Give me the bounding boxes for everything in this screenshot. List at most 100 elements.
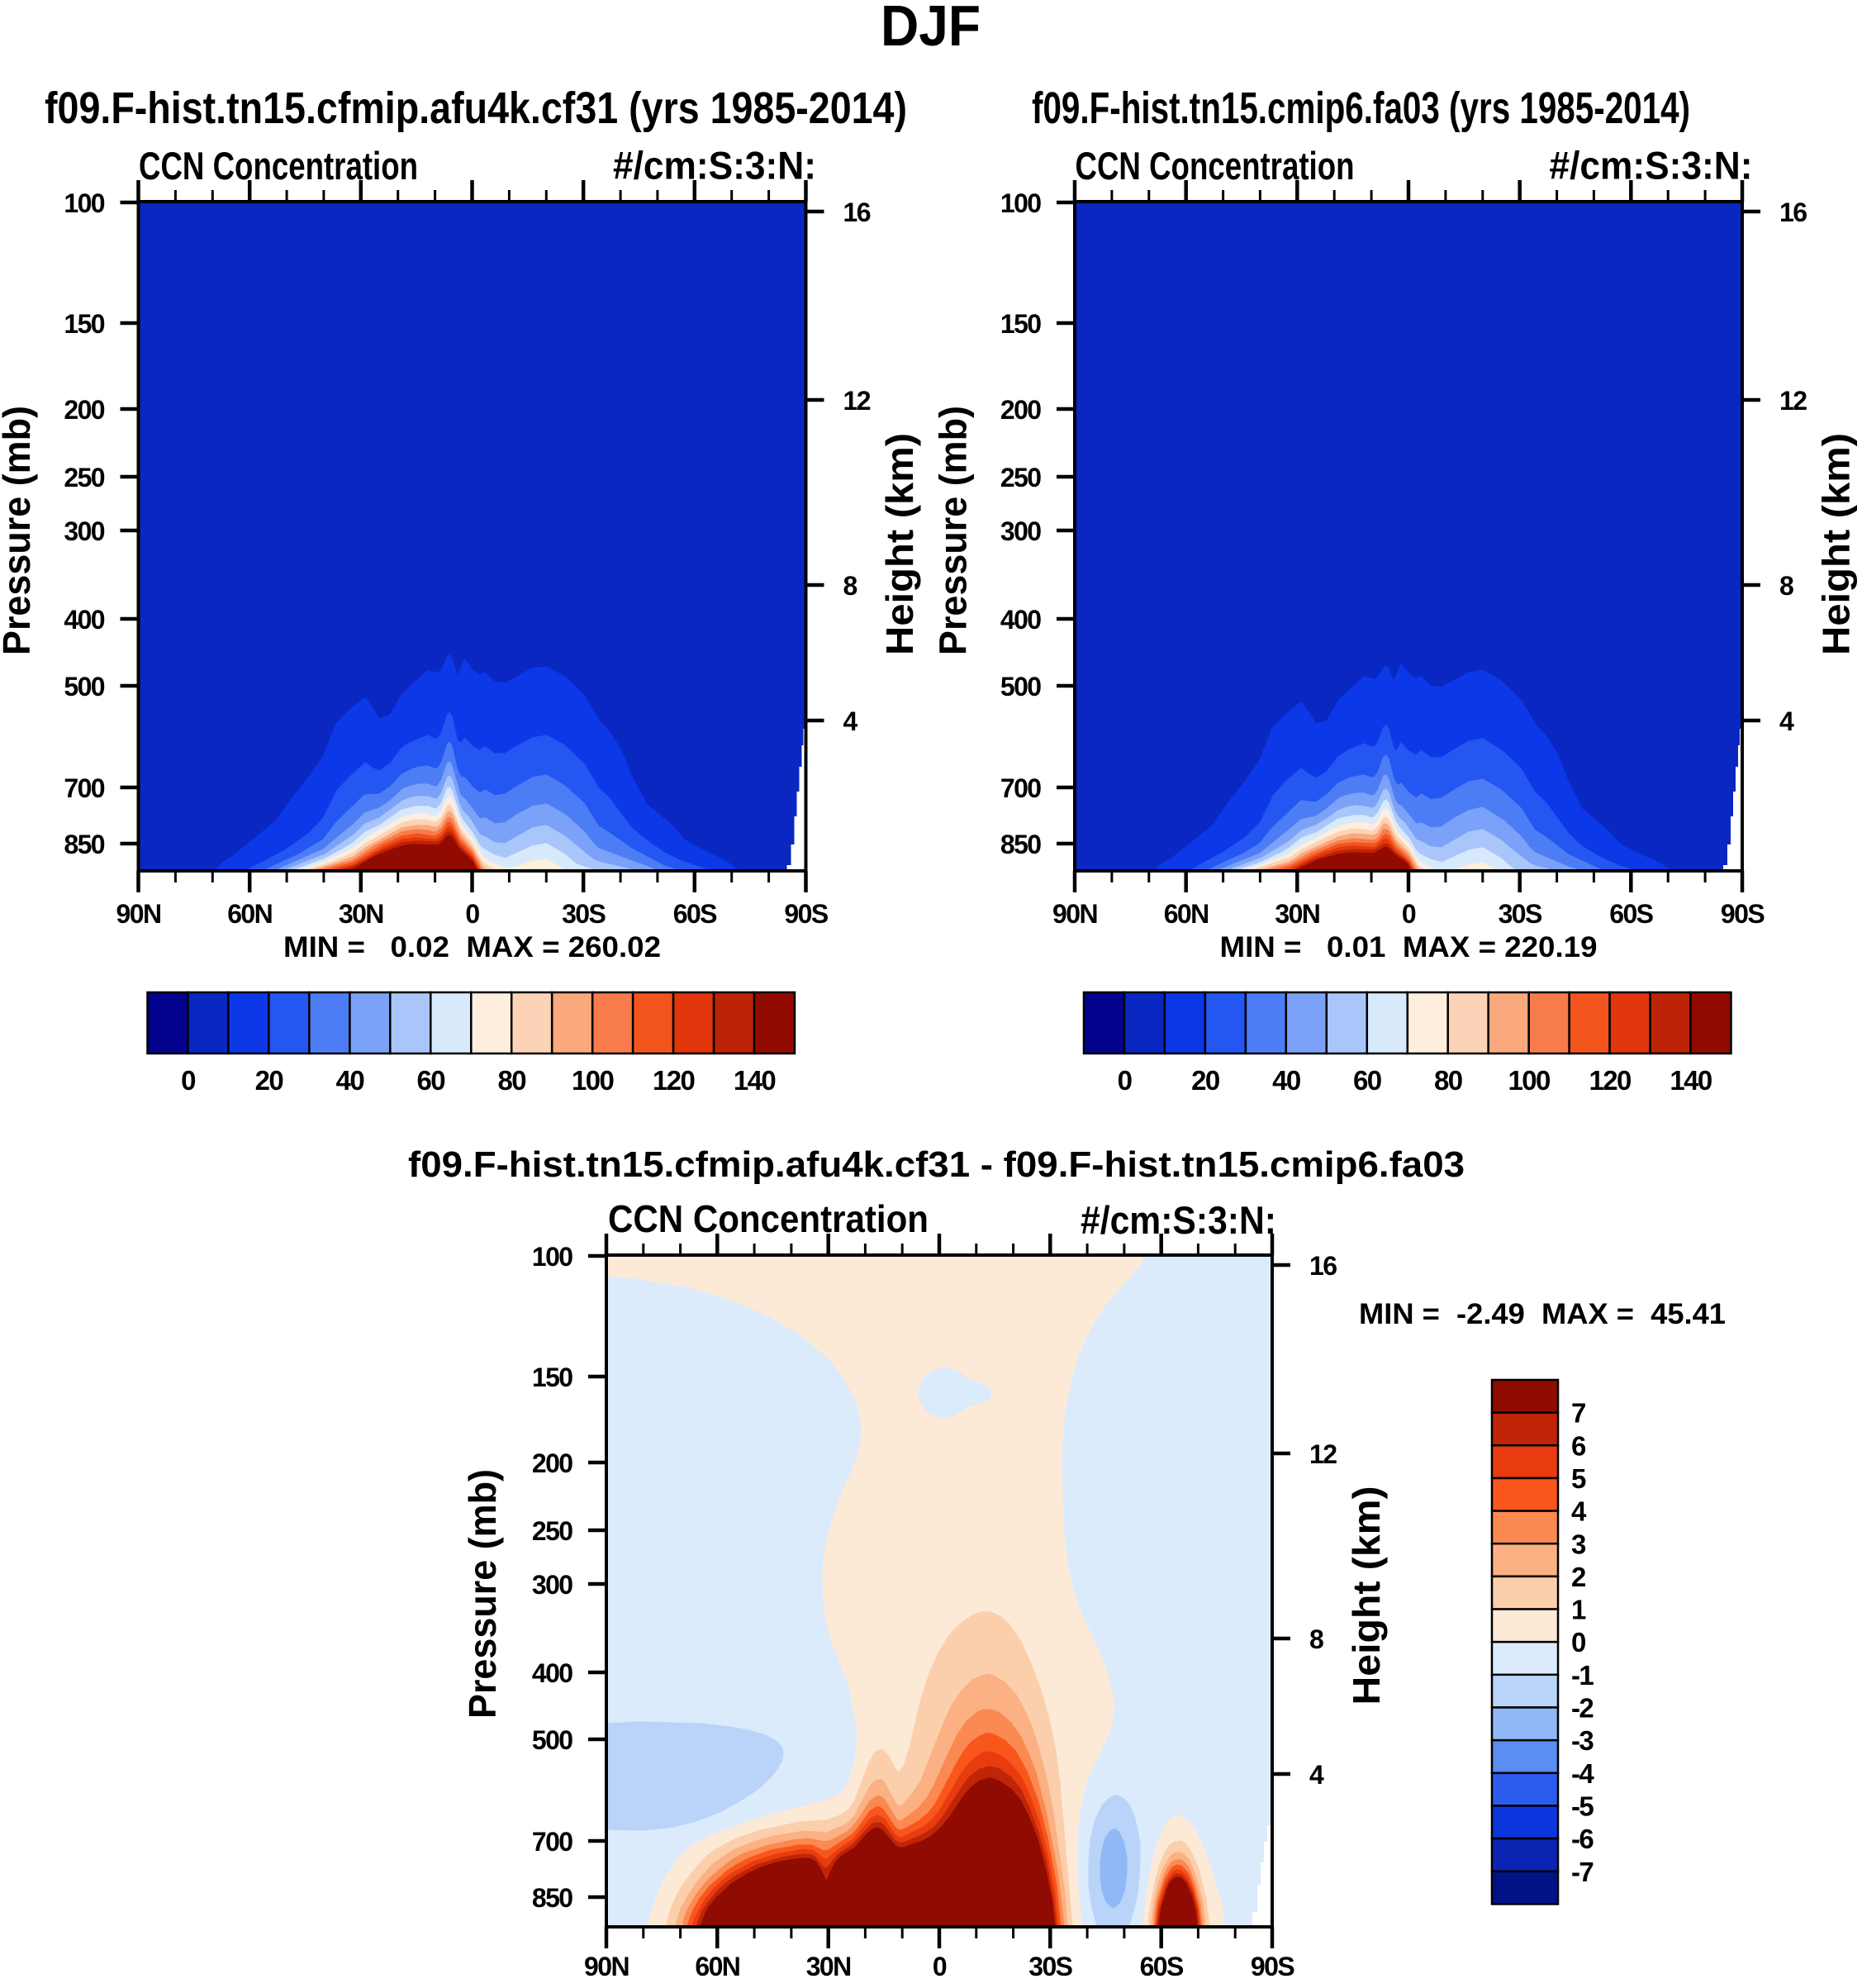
svg-text:CCN Concentration: CCN Concentration: [139, 144, 418, 188]
svg-text:60S: 60S: [1140, 1952, 1184, 1981]
svg-text:120: 120: [653, 1065, 695, 1096]
svg-text:850: 850: [532, 1883, 572, 1913]
svg-text:f09.F-hist.tn15.cmip6.fa03 (yr: f09.F-hist.tn15.cmip6.fa03 (yrs 1985-201…: [1032, 83, 1690, 133]
svg-text:200: 200: [64, 395, 104, 425]
svg-text:#/cm:S:3:N:: #/cm:S:3:N:: [1081, 1198, 1276, 1242]
svg-text:Pressure (mb): Pressure (mb): [932, 406, 975, 655]
svg-text:250: 250: [64, 463, 104, 492]
svg-text:4: 4: [1779, 706, 1794, 736]
svg-text:60: 60: [1353, 1065, 1381, 1096]
svg-text:8: 8: [1779, 571, 1793, 601]
svg-text:120: 120: [1589, 1065, 1631, 1096]
svg-text:90S: 90S: [784, 899, 828, 929]
svg-text:MIN = 0.01 MAX = 220.19: MIN = 0.01 MAX = 220.19: [1220, 931, 1598, 963]
svg-text:60: 60: [417, 1065, 445, 1096]
svg-text:700: 700: [1000, 773, 1041, 803]
svg-text:20: 20: [255, 1065, 283, 1096]
svg-text:0: 0: [933, 1952, 947, 1981]
svg-text:-1: -1: [1571, 1660, 1594, 1691]
svg-text:400: 400: [532, 1658, 572, 1688]
svg-text:-3: -3: [1571, 1725, 1594, 1756]
svg-text:Pressure (mb): Pressure (mb): [461, 1469, 504, 1719]
svg-text:300: 300: [64, 516, 104, 546]
svg-text:60S: 60S: [673, 899, 717, 929]
svg-text:20: 20: [1191, 1065, 1219, 1096]
svg-text:3: 3: [1571, 1529, 1586, 1559]
svg-text:100: 100: [1000, 188, 1041, 218]
svg-text:2: 2: [1571, 1562, 1586, 1592]
svg-text:140: 140: [1670, 1065, 1712, 1096]
svg-text:6: 6: [1571, 1430, 1586, 1461]
svg-text:90N: 90N: [584, 1952, 629, 1981]
svg-text:f09.F-hist.tn15.cfmip.afu4k.cf: f09.F-hist.tn15.cfmip.afu4k.cf31 (yrs 19…: [45, 83, 907, 133]
svg-text:850: 850: [64, 830, 104, 859]
svg-text:#/cm:S:3:N:: #/cm:S:3:N:: [1550, 144, 1753, 188]
svg-text:700: 700: [532, 1827, 572, 1857]
svg-text:f09.F-hist.tn15.cfmip.afu4k.cf: f09.F-hist.tn15.cfmip.afu4k.cf31 - f09.F…: [408, 1144, 1465, 1185]
svg-text:DJF: DJF: [881, 0, 981, 58]
svg-text:30N: 30N: [1275, 899, 1319, 929]
svg-text:250: 250: [532, 1516, 572, 1546]
svg-text:0: 0: [181, 1065, 195, 1096]
svg-text:-7: -7: [1571, 1857, 1593, 1887]
svg-text:-6: -6: [1571, 1824, 1594, 1854]
svg-text:80: 80: [497, 1065, 525, 1096]
svg-text:30S: 30S: [1499, 899, 1542, 929]
svg-text:16: 16: [843, 197, 871, 227]
svg-text:16: 16: [1309, 1251, 1337, 1281]
svg-text:60N: 60N: [695, 1952, 739, 1981]
svg-text:30S: 30S: [562, 899, 606, 929]
svg-text:250: 250: [1000, 463, 1041, 492]
svg-text:#/cm:S:3:N:: #/cm:S:3:N:: [613, 144, 816, 188]
svg-text:90N: 90N: [116, 899, 161, 929]
svg-text:0: 0: [465, 899, 479, 929]
svg-text:150: 150: [532, 1363, 572, 1392]
svg-text:0: 0: [1571, 1627, 1585, 1657]
svg-text:4: 4: [1571, 1496, 1587, 1527]
svg-text:40: 40: [336, 1065, 364, 1096]
svg-text:0: 0: [1402, 899, 1416, 929]
svg-text:8: 8: [843, 571, 857, 601]
svg-text:150: 150: [64, 309, 104, 339]
svg-text:4: 4: [1309, 1760, 1324, 1790]
svg-text:500: 500: [1000, 672, 1041, 702]
svg-text:MIN = 0.02 MAX = 260.02: MIN = 0.02 MAX = 260.02: [283, 931, 661, 963]
svg-text:90S: 90S: [1721, 899, 1765, 929]
svg-text:200: 200: [1000, 395, 1041, 425]
svg-text:-5: -5: [1571, 1791, 1594, 1821]
svg-text:700: 700: [64, 773, 104, 803]
svg-text:-4: -4: [1571, 1758, 1594, 1789]
svg-text:100: 100: [532, 1242, 572, 1272]
svg-text:12: 12: [1309, 1439, 1337, 1469]
svg-text:500: 500: [64, 672, 104, 702]
svg-text:850: 850: [1000, 830, 1041, 859]
svg-text:60S: 60S: [1609, 899, 1653, 929]
svg-text:150: 150: [1000, 309, 1041, 339]
svg-text:140: 140: [734, 1065, 776, 1096]
svg-text:MIN = -2.49 MAX = 45.41: MIN = -2.49 MAX = 45.41: [1359, 1298, 1726, 1330]
svg-text:300: 300: [1000, 516, 1041, 546]
svg-text:1: 1: [1571, 1595, 1586, 1625]
svg-text:80: 80: [1434, 1065, 1462, 1096]
svg-text:8: 8: [1309, 1624, 1323, 1654]
svg-text:500: 500: [532, 1725, 572, 1755]
svg-text:12: 12: [1779, 386, 1807, 416]
svg-text:7: 7: [1571, 1398, 1585, 1429]
svg-text:Height (km): Height (km): [1345, 1486, 1388, 1705]
svg-text:60N: 60N: [1164, 899, 1209, 929]
svg-text:-2: -2: [1571, 1693, 1594, 1724]
svg-text:Height (km): Height (km): [1815, 433, 1858, 655]
svg-text:400: 400: [1000, 605, 1041, 635]
svg-text:Pressure (mb): Pressure (mb): [0, 406, 38, 655]
svg-text:60N: 60N: [227, 899, 272, 929]
svg-text:200: 200: [532, 1448, 572, 1478]
svg-text:Height (km): Height (km): [878, 433, 921, 655]
svg-text:40: 40: [1272, 1065, 1300, 1096]
svg-text:300: 300: [532, 1570, 572, 1600]
svg-text:100: 100: [64, 188, 104, 218]
svg-text:4: 4: [843, 706, 858, 736]
svg-text:100: 100: [572, 1065, 614, 1096]
svg-text:30N: 30N: [339, 899, 383, 929]
svg-text:CCN Concentration: CCN Concentration: [1076, 144, 1355, 188]
svg-text:0: 0: [1118, 1065, 1132, 1096]
